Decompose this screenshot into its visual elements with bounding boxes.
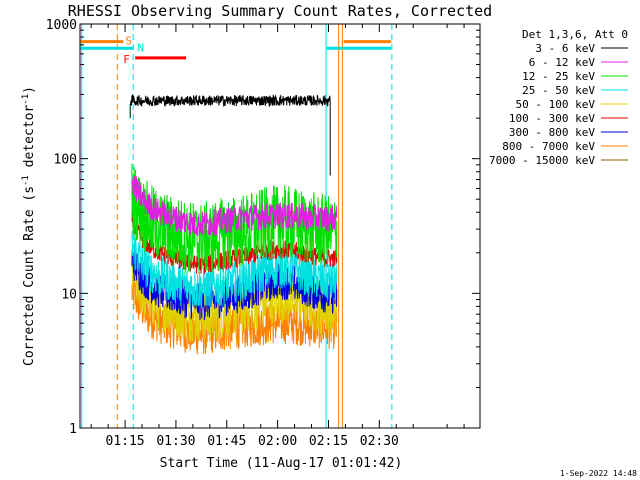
legend-label: 6 - 12 keV bbox=[529, 56, 596, 69]
legend-label: 25 - 50 keV bbox=[522, 84, 595, 97]
series-trace-2 bbox=[131, 163, 338, 274]
timestamp: 1-Sep-2022 14:48 bbox=[560, 469, 637, 478]
x-tick-label: 01:45 bbox=[207, 434, 246, 449]
plot-area: SNF bbox=[80, 24, 393, 428]
y-tick-label: 10 bbox=[61, 287, 77, 302]
y-label-part: -1 bbox=[21, 175, 31, 186]
x-tick-label: 02:15 bbox=[309, 434, 348, 449]
legend-label: 50 - 100 keV bbox=[516, 98, 596, 111]
y-label-part: -1 bbox=[21, 94, 31, 105]
plot-frame bbox=[79, 23, 481, 429]
flag-label-S: S bbox=[125, 35, 132, 48]
flag-label-F: F bbox=[123, 53, 130, 66]
x-tick-label: 01:30 bbox=[156, 434, 195, 449]
axis-ticks: 1 10 100 1000 01:15 01:30 01:45 02:00 02:15 02:30 bbox=[46, 18, 480, 449]
y-tick-label: 1 bbox=[69, 422, 77, 437]
x-axis-label: Start Time (11-Aug-17 01:01:42) bbox=[160, 456, 403, 471]
y-label-part: Corrected Count Rate (s bbox=[22, 186, 37, 366]
y-label-part: ) bbox=[22, 86, 37, 94]
series-trace-0 bbox=[129, 93, 331, 176]
flag-label-N: N bbox=[138, 41, 145, 54]
y-label-part: detector bbox=[22, 105, 37, 176]
y-tick-label: 100 bbox=[54, 153, 77, 168]
legend-header: Det 1,3,6, Att 0 bbox=[522, 28, 628, 41]
legend-label: 300 - 800 keV bbox=[509, 126, 595, 139]
legend-label: 7000 - 15000 keV bbox=[489, 154, 595, 167]
legend-label: 100 - 300 keV bbox=[509, 112, 595, 125]
legend-label: 3 - 6 keV bbox=[535, 42, 595, 55]
series-trace-1 bbox=[131, 175, 338, 237]
y-axis-label: Corrected Count Rate (s-1 detector-1) bbox=[21, 86, 37, 366]
y-tick-label: 1000 bbox=[46, 18, 77, 33]
chart-title: RHESSI Observing Summary Count Rates, Co… bbox=[68, 2, 492, 20]
legend-label: 800 - 7000 keV bbox=[502, 140, 595, 153]
x-tick-label: 02:00 bbox=[258, 434, 297, 449]
x-tick-label: 02:30 bbox=[360, 434, 399, 449]
legend-label: 12 - 25 keV bbox=[522, 70, 595, 83]
x-tick-label: 01:15 bbox=[106, 434, 145, 449]
